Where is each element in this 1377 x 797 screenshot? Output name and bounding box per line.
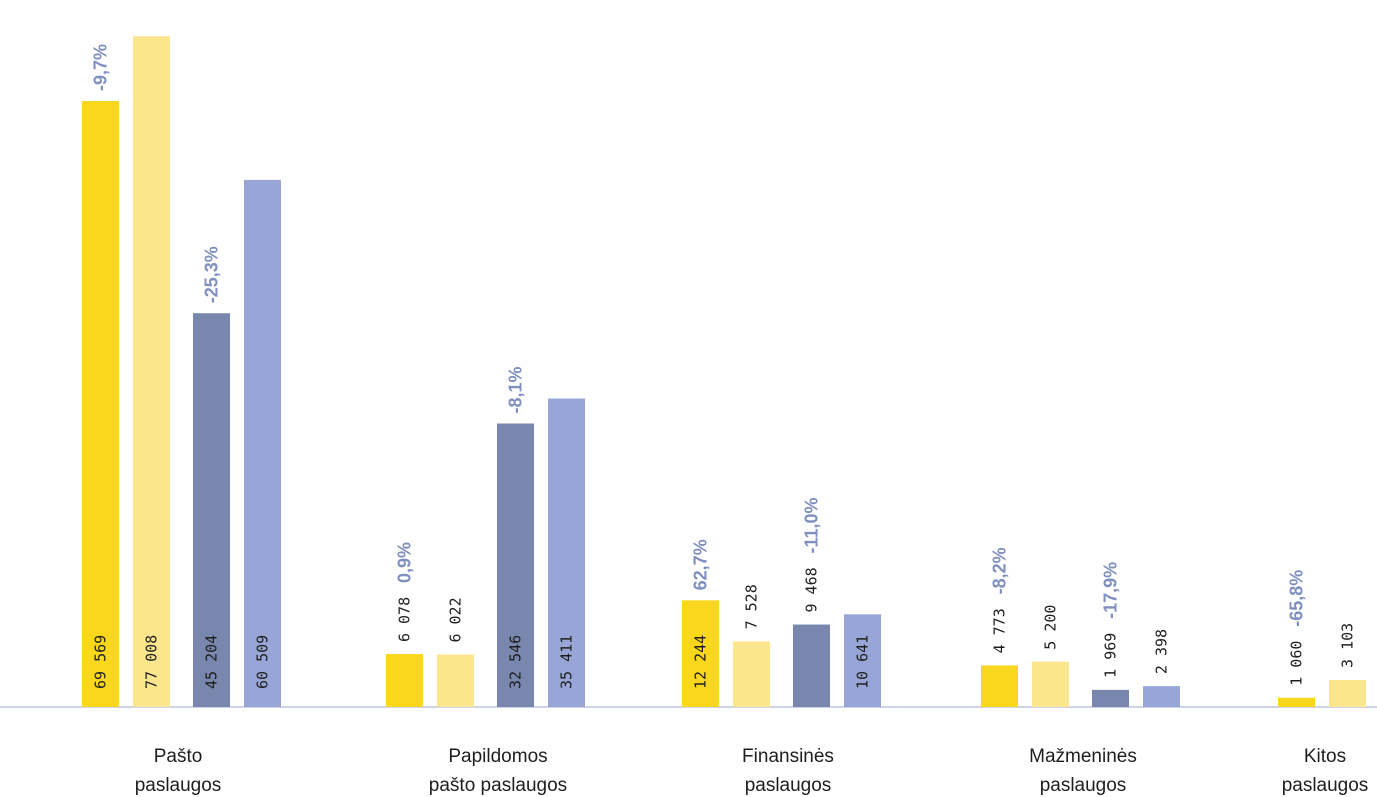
- bar-change-label: 62,7%: [691, 539, 711, 590]
- bar-value-label: 77 008: [143, 635, 161, 689]
- bar-value-label: 9 468: [803, 567, 821, 612]
- category-label: Kitos: [1304, 746, 1346, 767]
- bar-value-label: 3 103: [1339, 623, 1357, 668]
- bar-change-label: -11,0%: [802, 497, 822, 553]
- bar-value-label: 6 022: [447, 597, 465, 642]
- bar-value-label: 35 411: [558, 635, 576, 689]
- bar-group2-s1: [733, 641, 770, 707]
- bar-change-label: -25,3%: [202, 246, 222, 303]
- bar-group3-s2: [1092, 689, 1129, 707]
- bar-change-label: -8,1%: [506, 366, 526, 413]
- bar-value-label: 12 244: [692, 635, 710, 689]
- bar-value-label: 32 546: [507, 635, 525, 689]
- category-label: pašto paslaugos: [429, 775, 567, 796]
- bar-value-label: 6 078: [396, 597, 414, 642]
- category-label: Mažmeninės: [1029, 746, 1137, 767]
- bar-value-label: 10 641: [854, 635, 872, 689]
- bar-group3-s0: [981, 665, 1018, 707]
- bar-group2-s0: [682, 600, 719, 707]
- bar-group4-s1: [1329, 679, 1366, 707]
- bar-group1-s2: [497, 423, 534, 707]
- bar-value-label: 1 969: [1102, 633, 1120, 678]
- bar-value-label: 5 200: [1042, 605, 1060, 650]
- bar-group0-s3: [244, 179, 281, 708]
- bar-value-label: 2 398: [1153, 629, 1171, 674]
- bar-change-label: -17,9%: [1101, 562, 1121, 619]
- bar-group1-s0: [386, 654, 423, 707]
- category-label: paslaugos: [135, 775, 222, 796]
- bar-change-label: -8,2%: [990, 547, 1010, 594]
- bar-change-label: -9,7%: [91, 44, 111, 91]
- bar-change-label: -65,8%: [1287, 570, 1307, 627]
- bar-value-label: 60 509: [254, 635, 272, 689]
- category-label: Pašto: [154, 746, 203, 767]
- bar-group2-s2: [793, 624, 830, 707]
- labels-layer: 69 569 -9,7% 77 008 45 204 -25,3% 60 509 Pašto…: [91, 44, 1369, 796]
- category-label: Papildomos: [448, 746, 547, 767]
- bar-group4-s0: [1278, 697, 1315, 707]
- bars-layer: [82, 36, 1366, 708]
- bar-value-label: 7 528: [743, 584, 761, 629]
- bar-group0-s0: [82, 101, 119, 707]
- bar-group2-s3: [844, 614, 881, 707]
- bar-value-label: 1 060: [1288, 641, 1306, 686]
- category-label: paslaugos: [745, 775, 832, 796]
- bar-group3-s3: [1143, 686, 1180, 707]
- bar-group3-s1: [1032, 661, 1069, 707]
- bar-group0-s2: [193, 313, 230, 707]
- bar-group0-s1: [133, 36, 170, 707]
- category-label: Finansinės: [742, 746, 834, 767]
- bar-value-label: 69 569: [92, 635, 110, 689]
- category-label: paslaugos: [1040, 775, 1127, 796]
- bar-change-label: 0,9%: [395, 542, 415, 583]
- bar-group1-s1: [437, 654, 474, 707]
- bar-group1-s3: [548, 398, 585, 707]
- bar-value-label: 4 773: [991, 608, 1009, 653]
- bar-value-label: 45 204: [203, 635, 221, 689]
- category-label: paslaugos: [1282, 775, 1369, 796]
